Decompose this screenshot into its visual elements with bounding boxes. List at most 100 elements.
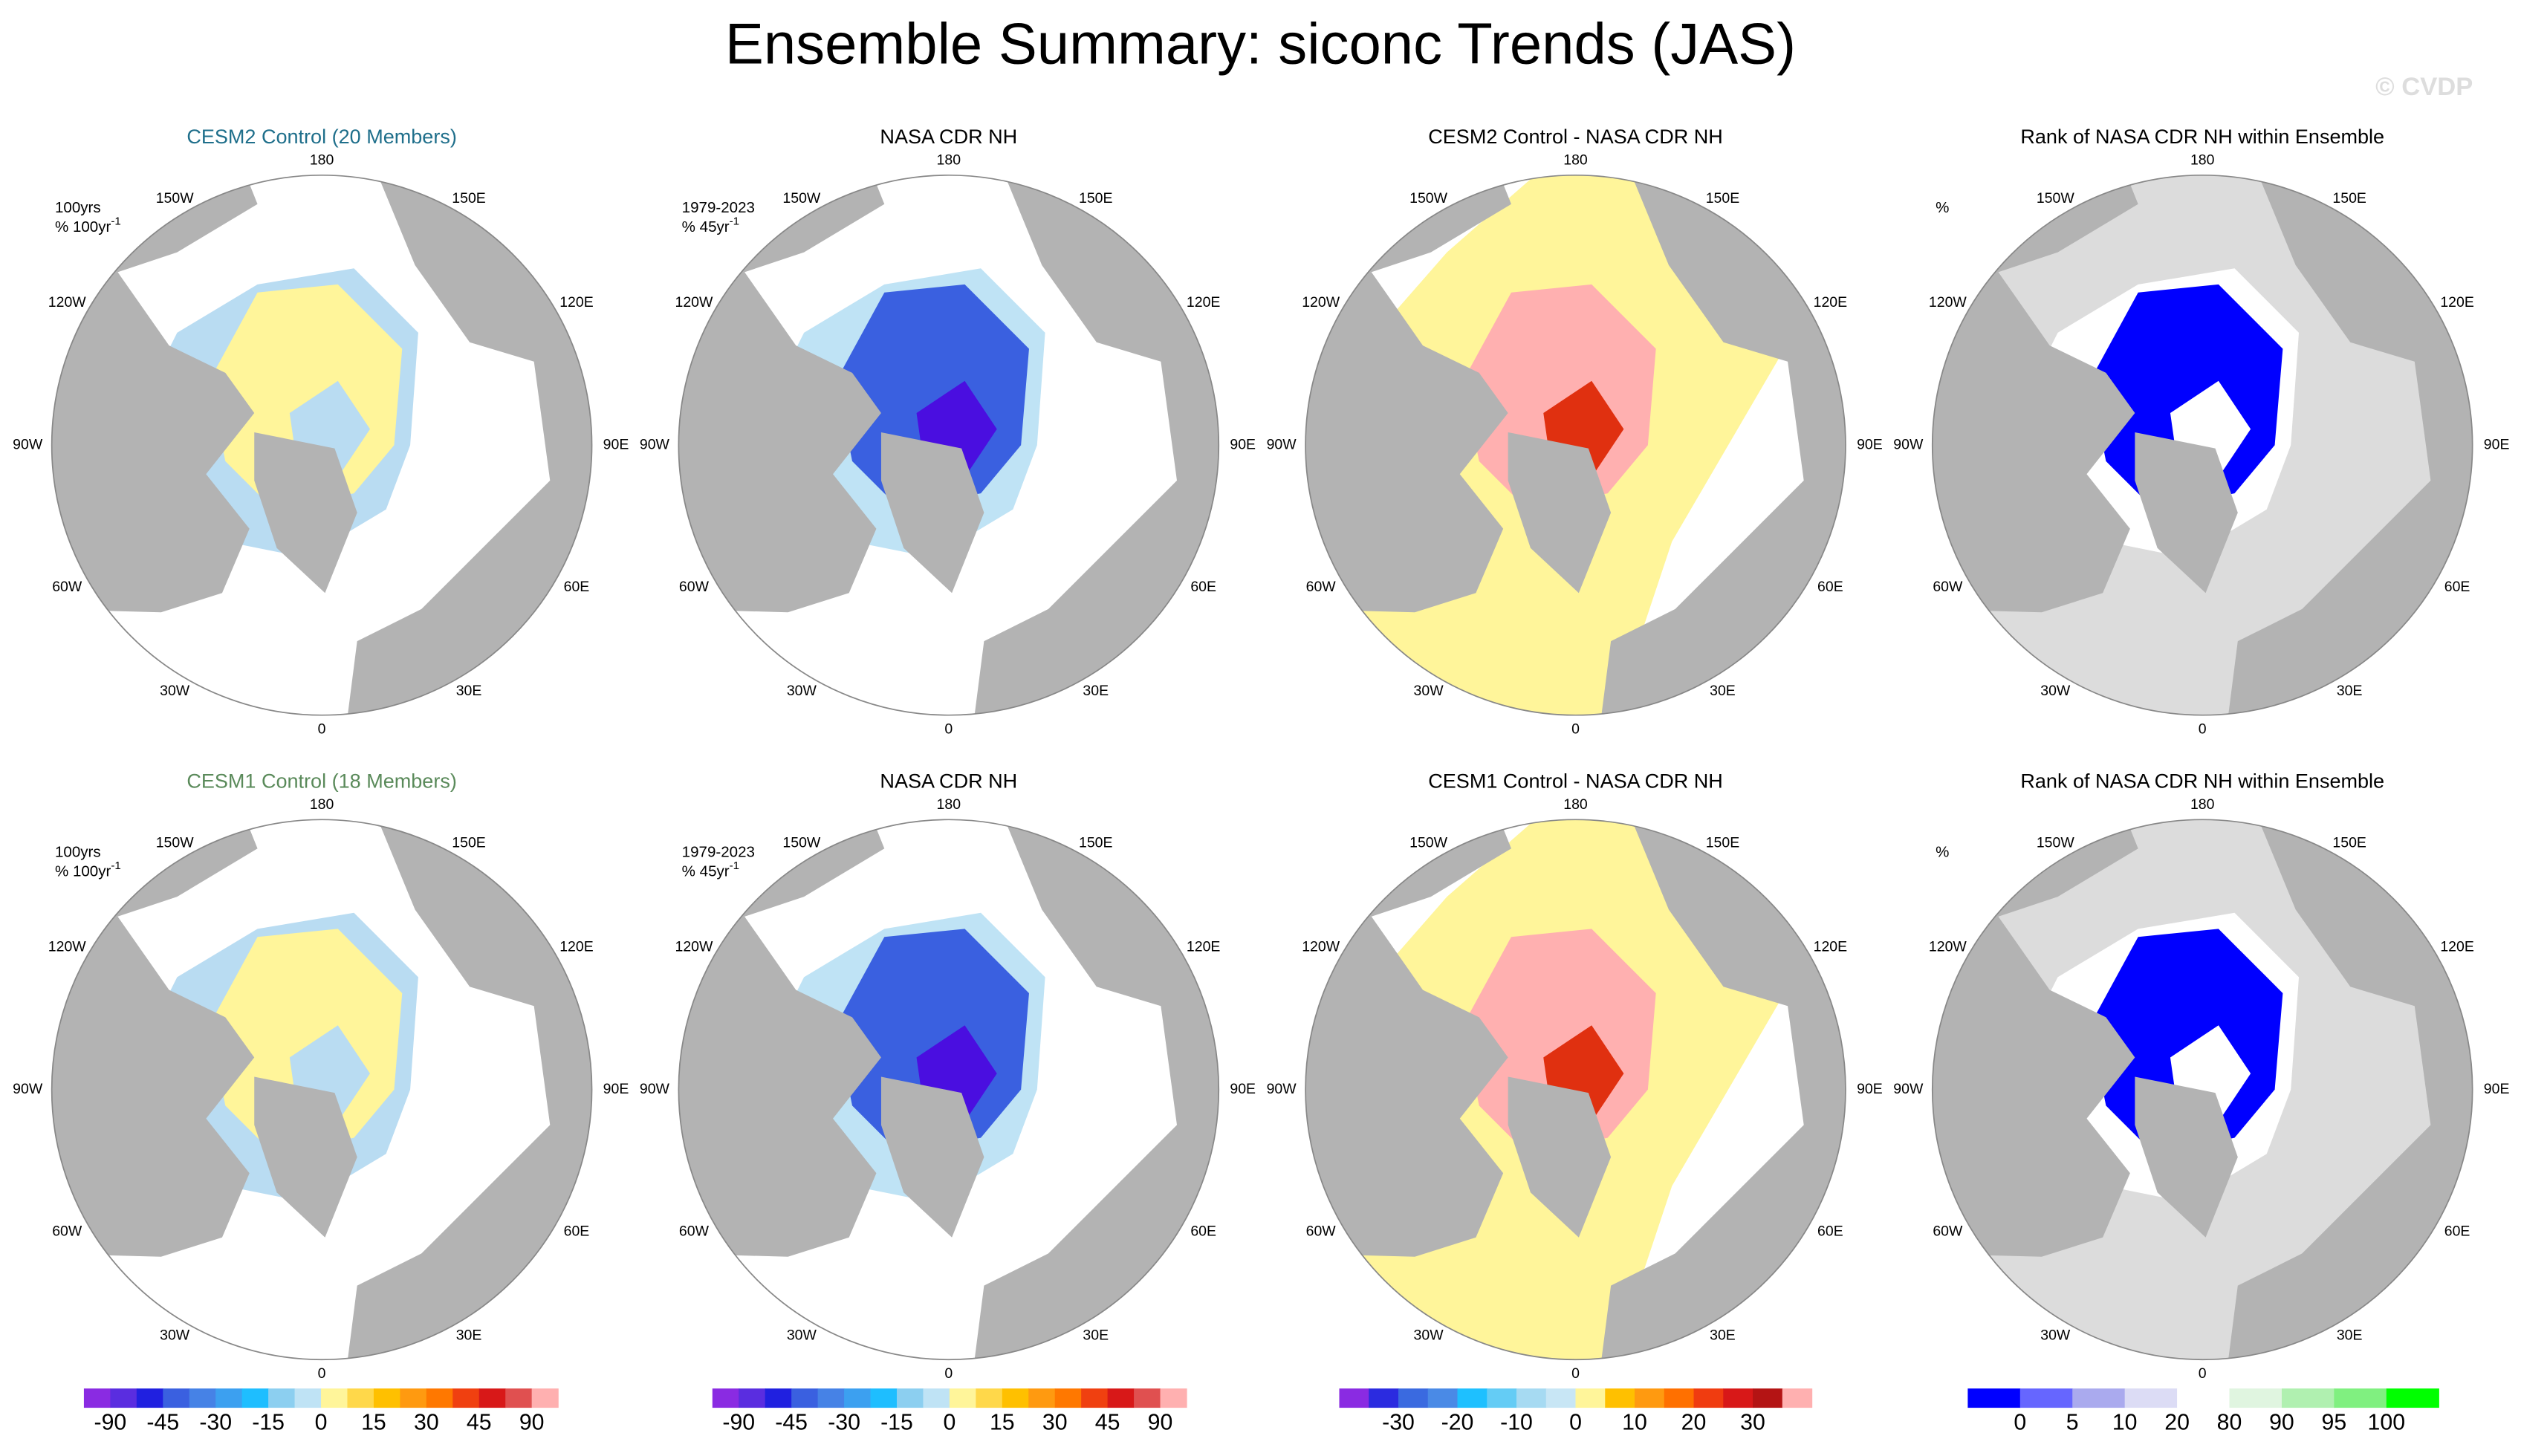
panel-note: 100yrs <box>55 200 101 217</box>
longitude-label: 150W <box>1409 190 1447 207</box>
colorbar-box <box>1457 1388 1487 1408</box>
longitude-label: 90E <box>603 1081 629 1097</box>
colorbar-box <box>1081 1388 1109 1408</box>
colorbar-box <box>817 1388 845 1408</box>
land <box>254 432 357 594</box>
colorbar-label: 90 <box>519 1411 545 1435</box>
map-body <box>678 819 1219 1360</box>
map-border <box>1931 174 2473 716</box>
colorbar-box <box>739 1388 766 1408</box>
colorbar-label: 95 <box>2322 1411 2347 1435</box>
panel-title: CESM2 Control - NASA CDR NH <box>1428 126 1723 148</box>
map-body <box>51 175 592 715</box>
colorbar-box <box>712 1388 739 1408</box>
longitude-label: 60E <box>1817 579 1843 595</box>
longitude-label: 180 <box>2190 796 2215 813</box>
map-border <box>51 819 593 1361</box>
colorbar-label: 30 <box>414 1411 439 1435</box>
colorbar-box <box>844 1388 872 1408</box>
colorbar-box <box>163 1388 190 1408</box>
longitude-label: 150W <box>2037 834 2074 851</box>
colorbar-box <box>2019 1388 2073 1408</box>
longitude-label: 60W <box>679 579 710 595</box>
land <box>2135 1076 2238 1238</box>
colorbar-box <box>1339 1388 1369 1408</box>
note-text: 1979-2023 <box>682 844 755 861</box>
colorbar-label: 0 <box>1569 1411 1582 1435</box>
colorbar-box <box>136 1388 163 1408</box>
longitude-label: 90W <box>1893 436 1924 452</box>
colorbar-box <box>791 1388 819 1408</box>
longitude-label: 30E <box>1083 683 1109 699</box>
colorbar-box <box>2177 1388 2230 1408</box>
colorbar-label: 15 <box>990 1411 1015 1435</box>
panel-note: 1979-2023 <box>682 200 755 217</box>
colorbar-label: 0 <box>315 1411 328 1435</box>
colorbar-label: -90 <box>94 1411 127 1435</box>
longitude-label: 0 <box>2199 721 2207 737</box>
colorbar-box <box>949 1388 976 1408</box>
longitude-label: 30W <box>787 1327 817 1344</box>
longitude-label: 30E <box>1710 1327 1736 1344</box>
longitude-label: 150E <box>1706 834 1739 851</box>
colorbar-label: -15 <box>252 1411 285 1435</box>
longitude-label: 120W <box>1302 938 1340 955</box>
longitude-label: 90W <box>13 1081 43 1097</box>
longitude-label: 150W <box>156 834 194 851</box>
land <box>1932 897 2135 1257</box>
colorbar-box <box>1635 1388 1665 1408</box>
longitude-label: 120E <box>2440 294 2473 311</box>
colorbar-box <box>2281 1388 2335 1408</box>
land <box>1932 252 2135 613</box>
colorbar-box <box>215 1388 243 1408</box>
watermark: © CVDP <box>2375 73 2473 101</box>
map-body <box>678 175 1219 715</box>
longitude-label: 60W <box>679 1223 710 1239</box>
colorbar-label: -10 <box>1500 1411 1533 1435</box>
longitude-label: 90W <box>1267 436 1297 452</box>
land <box>1594 819 1846 1360</box>
longitude-label: 60E <box>564 579 590 595</box>
land <box>51 252 255 613</box>
colorbar-box <box>531 1388 559 1408</box>
longitude-label: 90E <box>1857 436 1883 452</box>
colorbar: 0 5 10 20 80 90 95 100 <box>1967 1388 2439 1435</box>
colorbar-box <box>1002 1388 1029 1408</box>
longitude-label: 150E <box>452 834 485 851</box>
note-text: % 45yr <box>682 219 730 236</box>
note-superscript: -1 <box>730 215 739 228</box>
longitude-label: 30W <box>2040 1327 2071 1344</box>
colorbar-label: 90 <box>2269 1411 2294 1435</box>
map-border <box>1931 819 2473 1361</box>
longitude-label: 0 <box>318 721 326 737</box>
colorbar-label: 80 <box>2217 1411 2242 1435</box>
colorbar-label: 45 <box>467 1411 492 1435</box>
longitude-label: 90E <box>1857 1081 1883 1097</box>
land <box>967 175 1219 715</box>
land <box>2135 432 2238 594</box>
colorbar-box <box>1398 1388 1429 1408</box>
colorbar-box <box>1723 1388 1753 1408</box>
colorbar-box <box>2124 1388 2178 1408</box>
longitude-label: 60W <box>52 579 82 595</box>
longitude-label: 120E <box>1187 938 1220 955</box>
longitude-label: 150E <box>2332 834 2366 851</box>
longitude-label: 30W <box>787 683 817 699</box>
colorbar-box <box>1516 1388 1547 1408</box>
longitude-label: 120E <box>2440 938 2473 955</box>
map-panel: CESM1 Control (18 Members)100yrs% 100yr-… <box>13 770 629 1382</box>
note-text: % 100yr <box>55 219 111 236</box>
longitude-label: 60E <box>1817 1223 1843 1239</box>
map-body <box>51 819 592 1360</box>
panel-title: CESM1 Control (18 Members) <box>186 770 457 793</box>
colorbar-box <box>1664 1388 1695 1408</box>
land <box>2222 819 2473 1360</box>
colorbar-box <box>400 1388 427 1408</box>
colorbar-label: 20 <box>2164 1411 2190 1435</box>
land <box>1508 432 1612 594</box>
note-superscript: -1 <box>111 215 120 228</box>
longitude-label: 180 <box>310 796 334 813</box>
longitude-label: 60W <box>1306 579 1337 595</box>
note-text: % <box>1936 844 1949 861</box>
